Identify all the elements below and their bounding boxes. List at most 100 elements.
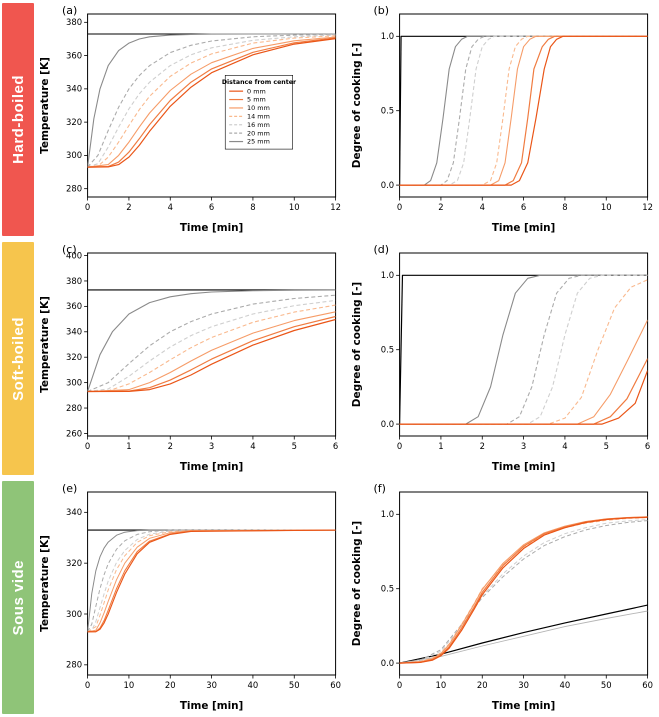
chart-f-degree-of-cooking: 0 10 20 30 40 50 60 0.0 0.5 1.0 Time [min] Degree o…: [348, 478, 659, 717]
x-axis-label: Time [min]: [180, 700, 243, 712]
panel-label-a: (a): [62, 4, 78, 17]
x-tick-label: 10: [289, 202, 300, 212]
legend-entry-label: 16 mm: [247, 121, 270, 129]
chart-b-degree-of-cooking: 0 2 4 6 8 10 12 0.0 0.5 1.0 Time [min] Degree of co…: [348, 0, 659, 239]
series-20-mm: [87, 294, 336, 393]
x-tick-label: 8: [562, 202, 567, 212]
x-tick-label: 2: [479, 441, 484, 451]
legend-title: Distance from center: [222, 79, 297, 86]
category-band-soft-boiled: Soft-boiled: [2, 242, 34, 475]
series-16-mm: [87, 34, 336, 168]
panel-label-c: (c): [62, 243, 77, 256]
panel-label-e: (e): [62, 482, 78, 495]
x-tick-label: 0: [396, 680, 401, 690]
x-tick-label: 0: [396, 202, 401, 212]
series-25-mm: [87, 289, 336, 392]
axes-frame: [87, 491, 337, 676]
x-tick-label: 1: [126, 441, 131, 451]
series-5-mm: [399, 358, 648, 425]
x-tick-label: 2: [168, 441, 173, 451]
y-axis-label: Degree of cooking [-]: [350, 521, 362, 646]
x-axis-label: Time [min]: [491, 461, 554, 473]
series-0-mm: [87, 38, 336, 168]
x-tick-label: 6: [520, 202, 525, 212]
series-14-mm: [87, 529, 336, 633]
y-tick-label: 280: [66, 403, 82, 413]
axes-frame: [398, 252, 648, 437]
series-5-mm: [399, 35, 648, 186]
series-5-mm: [87, 37, 336, 168]
legend-entry-label: 20 mm: [247, 129, 270, 137]
series-10-mm: [399, 516, 648, 664]
x-tick-label: 40: [248, 680, 259, 690]
chart-svg-c: 0 1 2 3 4 5 6 260 280 300 320 340 360 380 400 Time [min…: [39, 250, 338, 473]
series-16-mm: [399, 519, 648, 664]
series-0-mm: [399, 516, 648, 664]
y-tick-label: 340: [66, 84, 82, 94]
x-axis-label: Time [min]: [180, 461, 243, 473]
series-16-mm: [399, 35, 648, 186]
legend-entry-label: 10 mm: [247, 104, 270, 112]
series-0-mm: [399, 35, 648, 186]
chart-svg-f: 0 10 20 30 40 50 60 0.0 0.5 1.0 Time [min] Degree o…: [350, 491, 652, 712]
x-tick-label: 5: [603, 441, 608, 451]
series-0-mm: [87, 318, 336, 393]
x-tick-label: 10: [600, 202, 611, 212]
axes-frame: [398, 13, 648, 198]
y-tick-label: 0.5: [380, 583, 393, 593]
x-tick-label: 6: [333, 441, 338, 451]
y-tick-label: 340: [66, 327, 82, 337]
series-10-mm: [399, 319, 648, 425]
subplot-e: (e) 0 10 20 30 40 50 60 280 300 320 340 Time [min] T…: [36, 478, 348, 717]
series-reference: [399, 274, 648, 425]
series-20-mm: [87, 529, 336, 633]
y-tick-label: 320: [66, 117, 82, 127]
x-tick-label: 20: [165, 680, 176, 690]
axes-frame: [87, 252, 337, 437]
legend-entry-label: 5 mm: [247, 96, 266, 104]
series-20-mm: [87, 33, 336, 168]
x-tick-label: 0: [85, 202, 90, 212]
x-tick-label: 4: [250, 441, 255, 451]
y-tick-label: 1.0: [380, 270, 393, 280]
series-10-mm: [87, 36, 336, 168]
x-tick-label: 10: [124, 680, 135, 690]
x-tick-label: 30: [206, 680, 217, 690]
y-tick-label: 380: [66, 276, 82, 286]
chart-e-temperature: 0 10 20 30 40 50 60 280 300 320 340 Time [min] Tempe…: [36, 478, 348, 717]
y-tick-label: 400: [66, 250, 82, 260]
panel-label-b: (b): [373, 4, 390, 17]
series-20-mm: [399, 274, 648, 425]
series-14-mm: [399, 35, 648, 186]
series-0-mm: [399, 370, 648, 425]
y-tick-label: 280: [66, 183, 82, 193]
panel-label-d: (d): [373, 243, 390, 256]
category-label-sous-vide: Sous vide: [9, 559, 27, 636]
x-tick-label: 4: [479, 202, 484, 212]
category-band-sous-vide: Sous vide: [2, 481, 34, 714]
series-16-mm: [87, 529, 336, 633]
chart-svg-e: 0 10 20 30 40 50 60 280 300 320 340 Time [min] Tempe…: [39, 491, 341, 712]
subplot-b: (b) 0 2 4 6 8 10 12 0.0 0.5 1.0 Time [min] Degree o…: [348, 0, 659, 239]
subplot-c: (c) 0 1 2 3 4 5 6 260 280 300 320 340 360 380 400 Time …: [36, 239, 348, 478]
series-10-mm: [399, 35, 648, 186]
series-0-mm: [87, 529, 336, 633]
x-tick-label: 3: [520, 441, 525, 451]
series-reference: [399, 604, 648, 664]
chart-a-temperature: 0 2 4 6 8 10 12 280 300 320 340 360 380 Time [min] Tem…: [36, 0, 348, 239]
row-soft-boiled: Soft-boiled (c) 0 1 2 3 4 5 6 260 280 300 320 340 36…: [0, 239, 659, 478]
x-axis-label: Time [min]: [491, 700, 554, 712]
panel-label-f: (f): [373, 482, 386, 495]
x-axis-label: Time [min]: [491, 222, 554, 234]
legend-entry-label: 0 mm: [247, 87, 266, 95]
series-25-mm: [399, 274, 648, 425]
y-tick-label: 380: [66, 17, 82, 27]
series-14-mm: [399, 279, 648, 425]
x-tick-label: 1: [438, 441, 443, 451]
series-25-mm: [87, 529, 336, 632]
category-label-hard-boiled: Hard-boiled: [9, 75, 27, 164]
x-tick-label: 4: [168, 202, 173, 212]
series-16-mm: [87, 299, 336, 393]
